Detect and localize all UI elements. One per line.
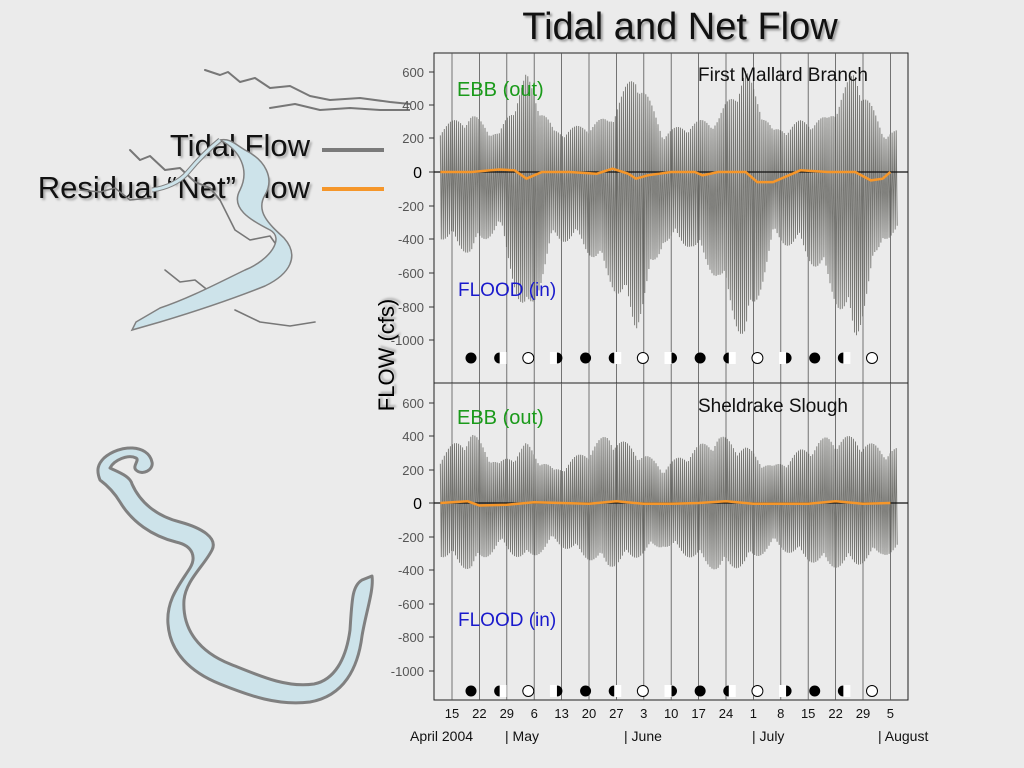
- x-tick-label: 29: [856, 706, 870, 721]
- y-tick-label: -200: [398, 530, 424, 545]
- month-label: | July: [752, 728, 784, 744]
- x-tick-label: 27: [609, 706, 623, 721]
- chart-first-mallard-branch: 600 400 200 0 -200 -400 -600 -800 -1000 First Ma…: [391, 52, 909, 409]
- y-tick-label: 400: [402, 98, 424, 113]
- ebb-label-bottom: EBB (out): [457, 407, 544, 429]
- x-tick-label: 13: [554, 706, 568, 721]
- flood-label-bottom: FLOOD (in): [458, 610, 556, 631]
- net-flow-series-top: [440, 167, 892, 184]
- y-tick-label: 600: [402, 65, 424, 80]
- x-tick-label: 1: [750, 706, 757, 721]
- y-tick-label: 200: [402, 131, 424, 146]
- moon-full-icon: [522, 352, 535, 364]
- y-tick-label: -400: [398, 232, 424, 247]
- x-tick-label: 6: [531, 706, 538, 721]
- x-tick-label: 10: [664, 706, 678, 721]
- tidal-flow-series-top: [439, 70, 898, 336]
- x-tick-label: 22: [828, 706, 842, 721]
- moon-first-icon: [494, 352, 507, 364]
- moon-phase-row-top: [465, 352, 878, 364]
- x-tick-label: 15: [445, 706, 459, 721]
- y-tick-label: -800: [398, 630, 424, 645]
- moon-full-icon: [866, 352, 878, 364]
- moon-first-icon: [723, 685, 736, 697]
- x-tick-label: 24: [719, 706, 733, 721]
- slide-title: Tidal and Net Flow: [522, 6, 838, 48]
- month-label: April 2004: [410, 728, 473, 744]
- y-tick-label: -1000: [391, 664, 424, 679]
- month-label: | August: [878, 728, 928, 744]
- tidal-flow-line: [439, 434, 898, 570]
- moon-full-icon: [751, 685, 764, 697]
- moon-new-icon: [465, 685, 477, 697]
- moon-full-icon: [751, 352, 764, 364]
- x-tick-labels: 15 22 29 6 13 20 27 3 10 17 24 1 8 15 22 29 5: [445, 706, 894, 721]
- legend-swatch-net-flow: [322, 187, 384, 191]
- moon-first-icon: [494, 685, 507, 697]
- y-tick-label: -800: [398, 300, 424, 315]
- tidal-flow-line: [439, 70, 898, 336]
- x-tick-label: 15: [801, 706, 815, 721]
- moon-full-icon: [866, 685, 878, 697]
- net-flow-series-bottom: [440, 500, 891, 507]
- map-first-mallard-branch: [79, 69, 410, 332]
- moon-last-icon: [779, 685, 792, 697]
- y-tick-label: -400: [398, 563, 424, 578]
- y-ticks-bottom: 600 400 200 0 -200 -400 -600 -800 -1000: [391, 396, 434, 679]
- flood-label-top: FLOOD (in): [458, 280, 556, 301]
- y-tick-label: 200: [402, 463, 424, 478]
- x-tick-label: 3: [640, 706, 647, 721]
- y-tick-label: -600: [398, 266, 424, 281]
- month-labels: April 2004 | May | June | July | August: [410, 728, 928, 744]
- moon-full-icon: [636, 685, 649, 697]
- moon-new-icon: [694, 685, 706, 697]
- channel-sheldrake: [96, 446, 374, 705]
- x-tick-label: 29: [500, 706, 514, 721]
- moon-first-icon: [723, 352, 736, 364]
- y-tick-label: 0: [413, 496, 422, 513]
- moon-new-icon: [580, 685, 592, 697]
- x-tick-label: 8: [777, 706, 784, 721]
- moon-first-icon: [837, 352, 851, 364]
- moon-last-icon: [664, 352, 677, 364]
- x-tick-label: 22: [472, 706, 486, 721]
- moon-new-icon: [809, 352, 821, 364]
- x-tick-label: 5: [887, 706, 894, 721]
- moon-phase-row-bottom: [465, 685, 878, 697]
- moon-new-icon: [809, 685, 821, 697]
- moon-first-icon: [608, 352, 622, 364]
- legend-swatch-tidal-flow: [322, 148, 384, 152]
- month-label: | May: [505, 728, 539, 744]
- moon-new-icon: [580, 352, 592, 364]
- x-tick-label: 17: [691, 706, 705, 721]
- month-label: | June: [624, 728, 662, 744]
- y-tick-label: 0: [413, 165, 422, 182]
- chart-sheldrake-slough: 600 400 200 0 -200 -400 -600 -800 -1000 Sheldrak…: [391, 382, 909, 701]
- x-tick-label: 20: [582, 706, 596, 721]
- moon-last-icon: [549, 352, 563, 364]
- panel-title-bottom: Sheldrake Slough: [698, 396, 848, 417]
- moon-full-icon: [522, 685, 535, 697]
- y-tick-label: -1000: [391, 333, 424, 348]
- y-ticks-top: 600 400 200 0 -200 -400 -600 -800 -1000: [391, 65, 434, 348]
- tidal-flow-series-bottom: [439, 434, 898, 570]
- moon-first-icon: [608, 685, 622, 697]
- moon-last-icon: [549, 685, 563, 697]
- y-tick-label: -200: [398, 199, 424, 214]
- panel-title-top: First Mallard Branch: [698, 65, 868, 86]
- moon-full-icon: [636, 352, 649, 364]
- map-sheldrake-slough: [96, 446, 374, 705]
- moon-last-icon: [664, 685, 677, 697]
- channel-first-mallard: [130, 138, 293, 332]
- y-tick-label: 400: [402, 429, 424, 444]
- y-tick-label: -600: [398, 597, 424, 612]
- ebb-label-top: EBB (out): [457, 79, 544, 101]
- y-tick-label: 600: [402, 396, 424, 411]
- moon-first-icon: [837, 685, 851, 697]
- moon-new-icon: [694, 352, 706, 364]
- moon-new-icon: [465, 352, 477, 364]
- moon-last-icon: [779, 352, 792, 364]
